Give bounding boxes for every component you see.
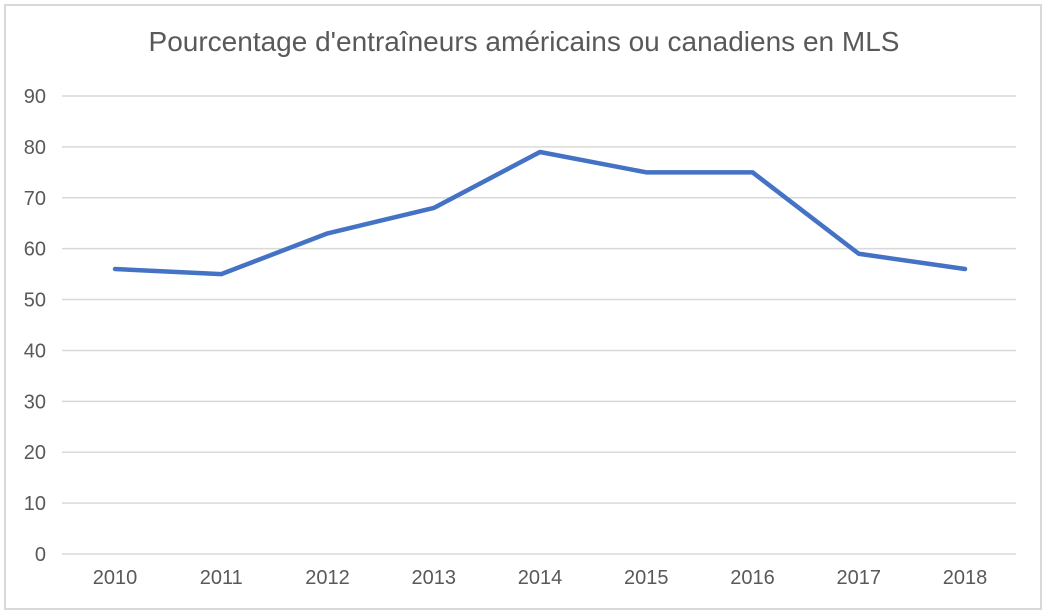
x-tick-label-2010: 2010 — [93, 567, 138, 589]
x-tick-label-2015: 2015 — [624, 567, 669, 589]
y-tick-label-70: 70 — [24, 188, 46, 210]
chart-title: Pourcentage d'entraîneurs américains ou … — [148, 26, 900, 57]
x-tick-label-2018: 2018 — [943, 567, 988, 589]
x-tick-label-2014: 2014 — [518, 567, 563, 589]
x-tick-label-2013: 2013 — [412, 567, 457, 589]
x-tick-label-2017: 2017 — [837, 567, 882, 589]
data-series-line-0 — [112, 149, 968, 277]
y-tick-label-90: 90 — [24, 86, 46, 108]
chart-frame — [4, 4, 1042, 610]
y-tick-label-40: 40 — [24, 340, 46, 362]
y-tick-label-60: 60 — [24, 239, 46, 261]
x-tick-label-2011: 2011 — [200, 567, 243, 589]
x-tick-label-2016: 2016 — [730, 567, 775, 589]
y-tick-label-50: 50 — [24, 290, 46, 312]
y-tick-label-10: 10 — [24, 493, 46, 515]
y-tick-label-30: 30 — [24, 391, 46, 413]
y-tick-label-0: 0 — [35, 544, 46, 566]
y-tick-label-80: 80 — [24, 137, 46, 159]
x-tick-label-2012: 2012 — [305, 567, 350, 589]
y-tick-label-20: 20 — [24, 442, 46, 464]
